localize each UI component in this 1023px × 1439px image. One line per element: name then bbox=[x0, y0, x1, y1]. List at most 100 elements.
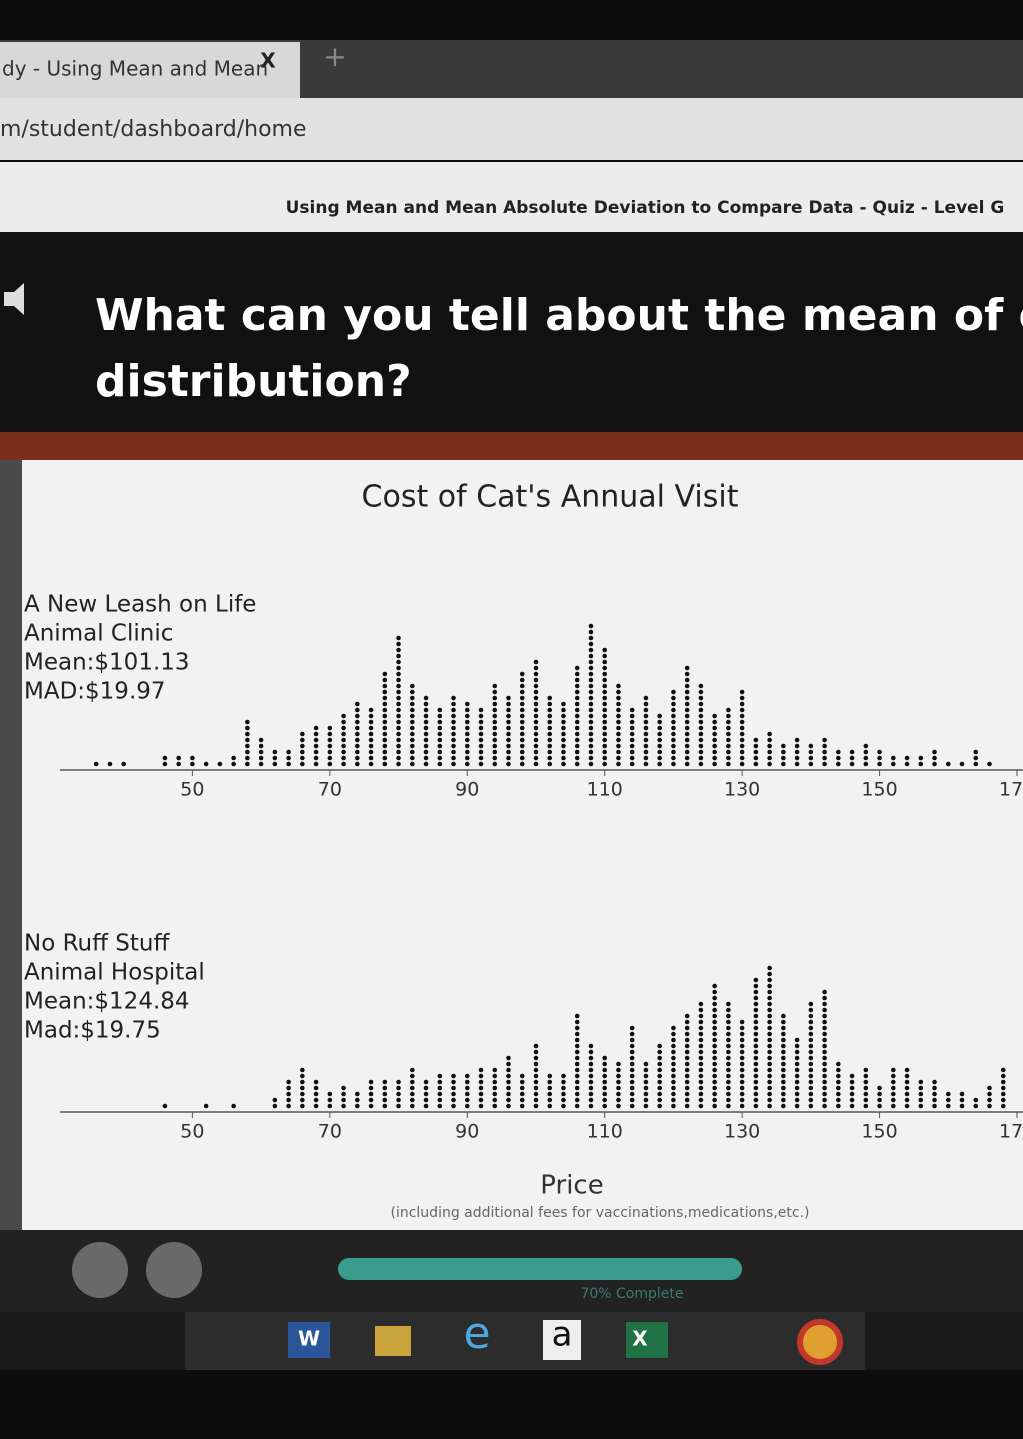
dot bbox=[355, 713, 360, 719]
tab[interactable] bbox=[0, 42, 300, 98]
dot bbox=[396, 653, 401, 659]
dot bbox=[671, 1031, 676, 1037]
dot bbox=[162, 1103, 168, 1109]
dot bbox=[561, 713, 566, 719]
dot bbox=[629, 1091, 635, 1097]
dot bbox=[300, 1073, 305, 1079]
folder-icon[interactable] bbox=[375, 1326, 411, 1356]
dot bbox=[698, 689, 704, 695]
dot bbox=[533, 749, 539, 755]
dot bbox=[588, 749, 594, 755]
dot bbox=[753, 1073, 759, 1079]
tab-close[interactable]: X bbox=[260, 49, 276, 73]
dot bbox=[382, 719, 388, 725]
dot bbox=[781, 1061, 786, 1067]
dot bbox=[684, 1013, 690, 1019]
edge-icon[interactable]: e bbox=[463, 1308, 490, 1359]
dot bbox=[519, 731, 525, 737]
dot bbox=[616, 761, 621, 767]
dot bbox=[203, 761, 209, 767]
dot bbox=[492, 761, 498, 767]
dot bbox=[643, 1079, 649, 1085]
dot-column bbox=[794, 1037, 800, 1109]
new-tab[interactable]: + bbox=[323, 40, 346, 73]
amazon-icon-letter[interactable]: a bbox=[552, 1315, 573, 1355]
word-icon[interactable] bbox=[288, 1322, 330, 1358]
dot bbox=[313, 1097, 319, 1103]
dot bbox=[767, 1031, 772, 1037]
dot bbox=[767, 989, 772, 995]
dot bbox=[464, 1103, 470, 1109]
dot-column bbox=[891, 755, 896, 767]
dot bbox=[519, 1103, 525, 1109]
dot bbox=[588, 1085, 594, 1091]
dot bbox=[519, 683, 525, 689]
chrome-icon[interactable] bbox=[797, 1319, 843, 1365]
dot bbox=[409, 761, 415, 767]
dot-column bbox=[602, 647, 608, 767]
dot bbox=[355, 725, 360, 731]
dot-column bbox=[945, 761, 951, 767]
excel-icon[interactable] bbox=[626, 1322, 668, 1358]
dot bbox=[423, 755, 429, 761]
dot-column bbox=[533, 1043, 539, 1109]
dot-column bbox=[987, 761, 992, 767]
dot bbox=[822, 1073, 827, 1079]
dot bbox=[533, 1091, 539, 1097]
dot bbox=[684, 707, 690, 713]
dot bbox=[712, 1091, 717, 1097]
dot bbox=[684, 701, 690, 707]
amazon-icon[interactable] bbox=[543, 1320, 581, 1360]
dot bbox=[712, 1085, 717, 1091]
dot bbox=[726, 725, 731, 731]
dot bbox=[629, 1073, 635, 1079]
dot-column bbox=[409, 1067, 415, 1109]
dot bbox=[808, 1019, 814, 1025]
dot-column bbox=[492, 683, 498, 767]
dot bbox=[382, 737, 388, 743]
dot bbox=[574, 1079, 580, 1085]
tab-title[interactable]: dy - Using Mean and Mean bbox=[2, 57, 268, 81]
dot bbox=[382, 701, 388, 707]
dot bbox=[341, 731, 346, 737]
dot-column bbox=[767, 731, 772, 767]
dot bbox=[396, 701, 401, 707]
dot bbox=[684, 677, 690, 683]
dot bbox=[437, 725, 443, 731]
dot bbox=[561, 719, 566, 725]
pause-button[interactable] bbox=[146, 1242, 202, 1298]
word-icon-letter[interactable]: W bbox=[298, 1327, 320, 1351]
dot bbox=[657, 1043, 662, 1049]
dot bbox=[506, 1067, 511, 1073]
dot bbox=[492, 1091, 498, 1097]
dot bbox=[671, 725, 676, 731]
url[interactable]: m/student/dashboard/home bbox=[0, 117, 307, 142]
excel-icon-letter[interactable]: X bbox=[632, 1327, 648, 1351]
dot bbox=[698, 755, 704, 761]
dot bbox=[602, 701, 608, 707]
content bbox=[0, 460, 1023, 1230]
dot bbox=[602, 647, 608, 653]
dot bbox=[464, 737, 470, 743]
dot bbox=[643, 1097, 649, 1103]
dot bbox=[932, 761, 937, 767]
dot bbox=[616, 1085, 621, 1091]
address-bar[interactable] bbox=[0, 98, 1023, 160]
dot bbox=[602, 743, 608, 749]
dot bbox=[849, 749, 855, 755]
dot bbox=[396, 683, 401, 689]
dot bbox=[698, 1019, 704, 1025]
dot bbox=[506, 719, 511, 725]
dot bbox=[547, 743, 553, 749]
dot bbox=[698, 713, 704, 719]
dot bbox=[726, 1025, 731, 1031]
dot bbox=[1000, 1073, 1006, 1079]
dot bbox=[657, 749, 662, 755]
x-tick-label: 70 bbox=[318, 1121, 342, 1143]
dot bbox=[794, 1085, 800, 1091]
speaker-icon[interactable] bbox=[4, 283, 24, 315]
dot bbox=[519, 677, 525, 683]
back-button[interactable] bbox=[72, 1242, 128, 1298]
dot bbox=[245, 749, 250, 755]
dot bbox=[547, 761, 553, 767]
